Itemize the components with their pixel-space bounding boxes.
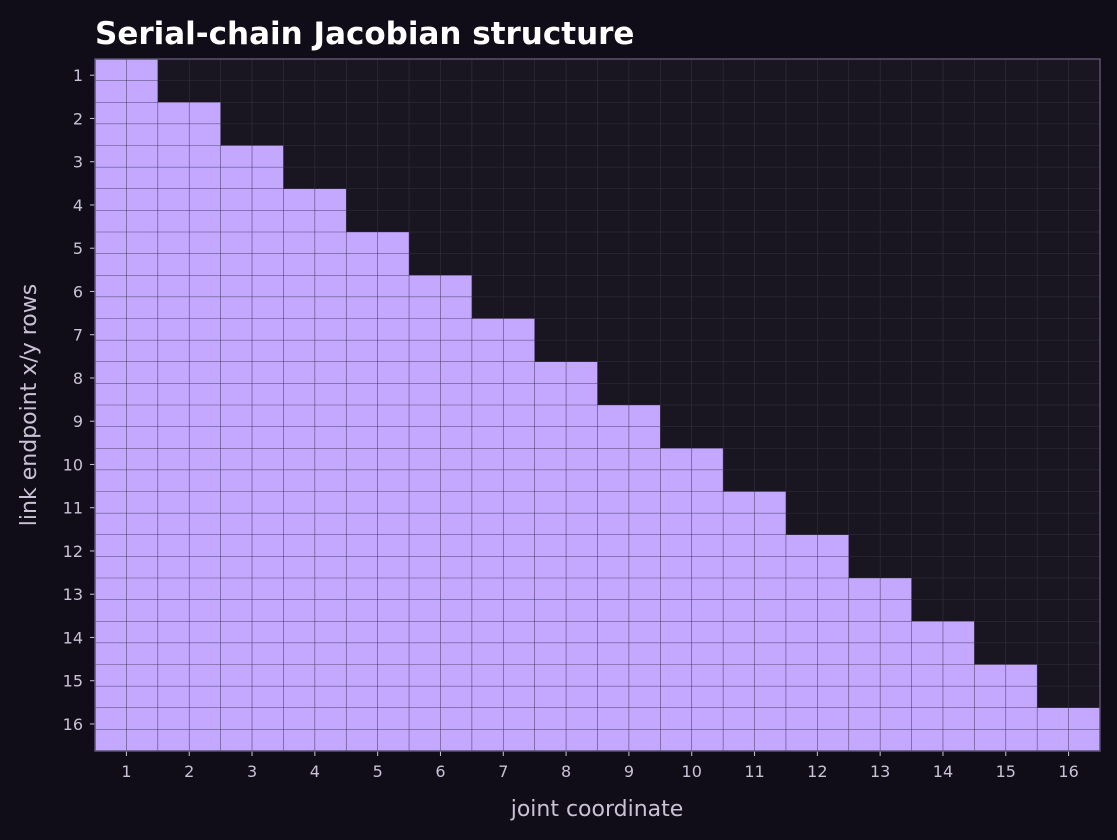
x-tick-label: 2 <box>184 762 194 781</box>
chart-title: Serial-chain Jacobian structure <box>95 16 634 52</box>
y-tick-label: 1 <box>73 66 83 85</box>
x-tick-label: 8 <box>561 762 571 781</box>
x-tick-label: 6 <box>435 762 445 781</box>
x-tick-label: 3 <box>247 762 257 781</box>
x-tick-label: 1 <box>121 762 131 781</box>
y-tick-label: 8 <box>73 369 83 388</box>
y-tick-label: 14 <box>63 628 83 647</box>
y-tick-label: 10 <box>63 455 83 474</box>
x-tick-label: 7 <box>498 762 508 781</box>
y-tick-label: 2 <box>73 109 83 128</box>
y-tick-label: 13 <box>63 585 83 604</box>
x-tick-label: 14 <box>933 762 953 781</box>
plot-frame <box>94 58 1101 752</box>
y-tick-label: 9 <box>73 412 83 431</box>
y-tick-label: 4 <box>73 196 83 215</box>
grid-lines <box>95 59 1100 751</box>
y-axis-label: link endpoint x/y rows <box>17 284 42 526</box>
x-tick-label: 9 <box>624 762 634 781</box>
y-tick-label: 5 <box>73 239 83 258</box>
x-axis-ticks: 1 2 3 4 5 6 7 8 9 10 11 12 13 14 15 16 <box>121 751 1079 781</box>
y-tick-label: 12 <box>63 542 83 561</box>
x-tick-label: 13 <box>870 762 890 781</box>
y-tick-label: 11 <box>63 499 83 518</box>
x-tick-label: 16 <box>1058 762 1078 781</box>
y-tick-label: 3 <box>73 153 83 172</box>
x-tick-label: 11 <box>744 762 764 781</box>
y-tick-label: 6 <box>73 282 83 301</box>
x-tick-label: 4 <box>310 762 320 781</box>
x-tick-label: 12 <box>807 762 827 781</box>
x-tick-label: 10 <box>682 762 702 781</box>
x-tick-label: 5 <box>373 762 383 781</box>
x-tick-label: 15 <box>996 762 1016 781</box>
y-tick-label: 7 <box>73 326 83 345</box>
y-tick-label: 16 <box>63 715 83 734</box>
x-axis-label: joint coordinate <box>510 797 684 822</box>
y-tick-label: 15 <box>63 672 83 691</box>
